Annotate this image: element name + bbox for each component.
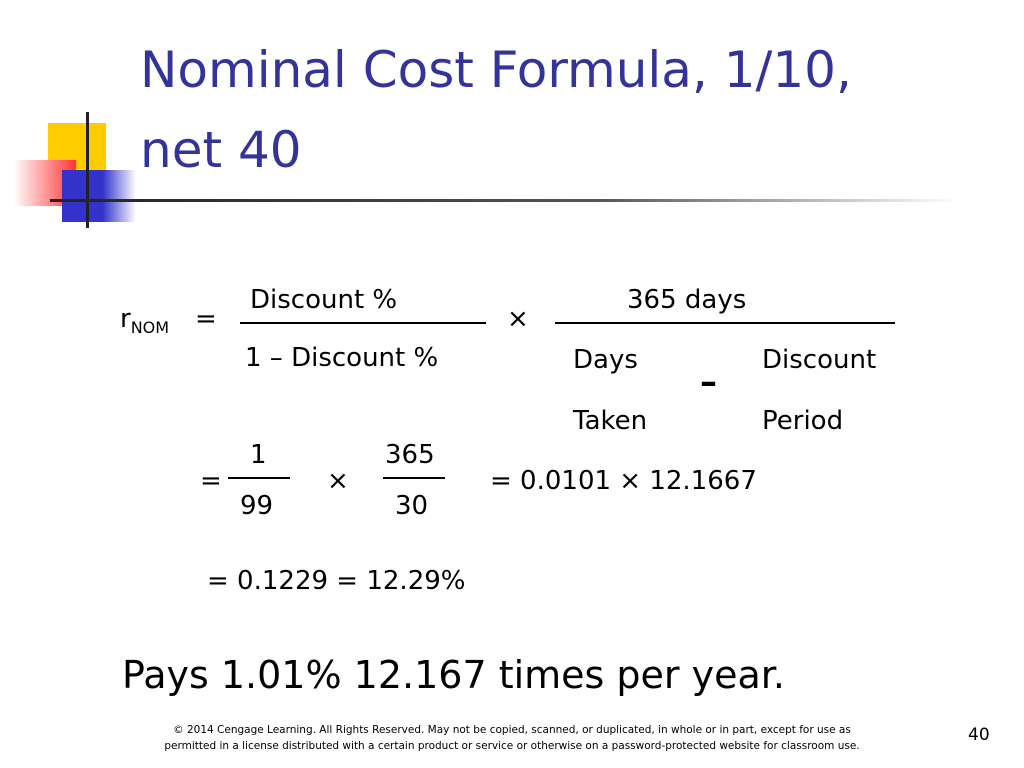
denominator: Discount [762,345,877,375]
footer-line: © 2014 Cengage Learning. All Rights Rese… [173,724,851,736]
equals: = [195,304,217,334]
equals: = [200,466,222,496]
times: × [507,304,529,334]
page-number: 40 [968,725,990,745]
deco-vline [86,112,89,228]
title-line: net 40 [140,121,302,179]
r: rNOM [120,306,169,336]
title-line: Nominal Cost Formula, 1/10, [140,41,852,99]
result: = 0.1229 = 12.29% [207,566,466,596]
denominator: 30 [395,491,429,521]
numerator: 1 [250,440,267,470]
fraction-bar [555,322,895,324]
r-symbol: r [120,304,131,334]
times: × [327,466,349,496]
denominator: Period [762,406,844,436]
deco-blue [62,170,136,222]
conclusion: Pays 1.01% 12.167 times per year. [122,653,785,697]
r-subscript: NOM [130,318,170,338]
fraction-bar [240,322,486,324]
numerator: Discount % [250,285,398,315]
fraction-bar [228,477,290,479]
minus: – [700,362,717,402]
denominator: 1 – Discount % [245,343,439,373]
result: = 0.0101 × 12.1667 [490,466,757,496]
fraction-bar [383,477,445,479]
denominator: Days [573,345,638,375]
footer-line: permitted in a license distributed with … [164,740,860,752]
denominator: Taken [573,406,648,436]
deco-hline [50,199,960,202]
denominator: 99 [240,491,274,521]
numerator: 365 days [627,285,747,315]
numerator: 365 [385,440,435,470]
